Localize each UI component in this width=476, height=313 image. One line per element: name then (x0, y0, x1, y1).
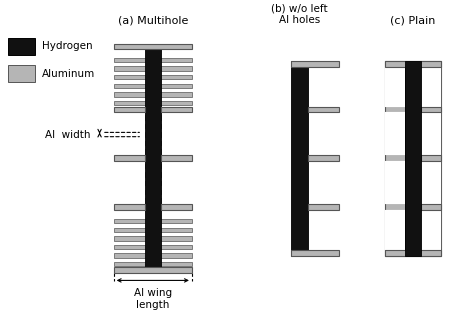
Bar (145, 172, 161, 177)
Bar (421, 112, 441, 155)
Bar (145, 181, 161, 185)
Bar (114, 44, 192, 49)
Bar (145, 132, 161, 137)
Bar (308, 107, 338, 112)
Bar (421, 67, 441, 107)
Bar (114, 219, 192, 223)
Bar (114, 262, 192, 266)
Bar (145, 141, 161, 145)
Bar (114, 101, 192, 105)
Bar (145, 198, 161, 203)
Bar (145, 115, 161, 120)
Text: (b) w/o left
Al holes: (b) w/o left Al holes (271, 3, 328, 25)
Bar (114, 75, 192, 80)
Bar (114, 253, 192, 258)
Bar (114, 204, 145, 210)
Bar (421, 161, 441, 204)
Bar (114, 155, 145, 161)
Text: Al  width: Al width (45, 130, 90, 140)
Bar (421, 155, 441, 161)
Bar (9, 38, 35, 55)
Bar (385, 210, 405, 250)
Bar (405, 61, 421, 255)
Bar (421, 204, 441, 210)
Text: (c) Plain: (c) Plain (390, 15, 436, 25)
Text: Al wing
length: Al wing length (134, 288, 172, 310)
Bar (114, 245, 192, 249)
Text: Aluminum: Aluminum (41, 69, 95, 79)
Bar (114, 267, 192, 273)
Bar (161, 155, 192, 161)
Bar (145, 44, 161, 273)
Bar (145, 189, 161, 194)
Bar (145, 124, 161, 128)
Bar (114, 236, 192, 241)
Bar (421, 210, 441, 250)
Bar (385, 250, 441, 255)
Bar (385, 161, 405, 204)
Bar (308, 204, 338, 210)
Bar (114, 66, 192, 71)
Bar (114, 228, 192, 232)
Text: Hydrogen: Hydrogen (41, 42, 92, 52)
Bar (291, 61, 308, 255)
Bar (385, 61, 441, 255)
Text: (a) Multihole: (a) Multihole (118, 15, 188, 25)
Bar (114, 92, 192, 97)
Bar (308, 155, 338, 161)
Bar (114, 58, 192, 62)
Bar (114, 107, 145, 112)
Bar (385, 67, 405, 107)
Bar (9, 65, 35, 82)
Bar (385, 61, 441, 67)
Bar (291, 61, 338, 67)
Bar (145, 164, 161, 168)
Bar (161, 107, 192, 112)
Bar (145, 149, 161, 154)
Bar (421, 107, 441, 112)
Bar (385, 112, 405, 155)
Bar (291, 250, 338, 255)
Bar (161, 204, 192, 210)
Bar (114, 84, 192, 88)
Bar (405, 61, 421, 255)
